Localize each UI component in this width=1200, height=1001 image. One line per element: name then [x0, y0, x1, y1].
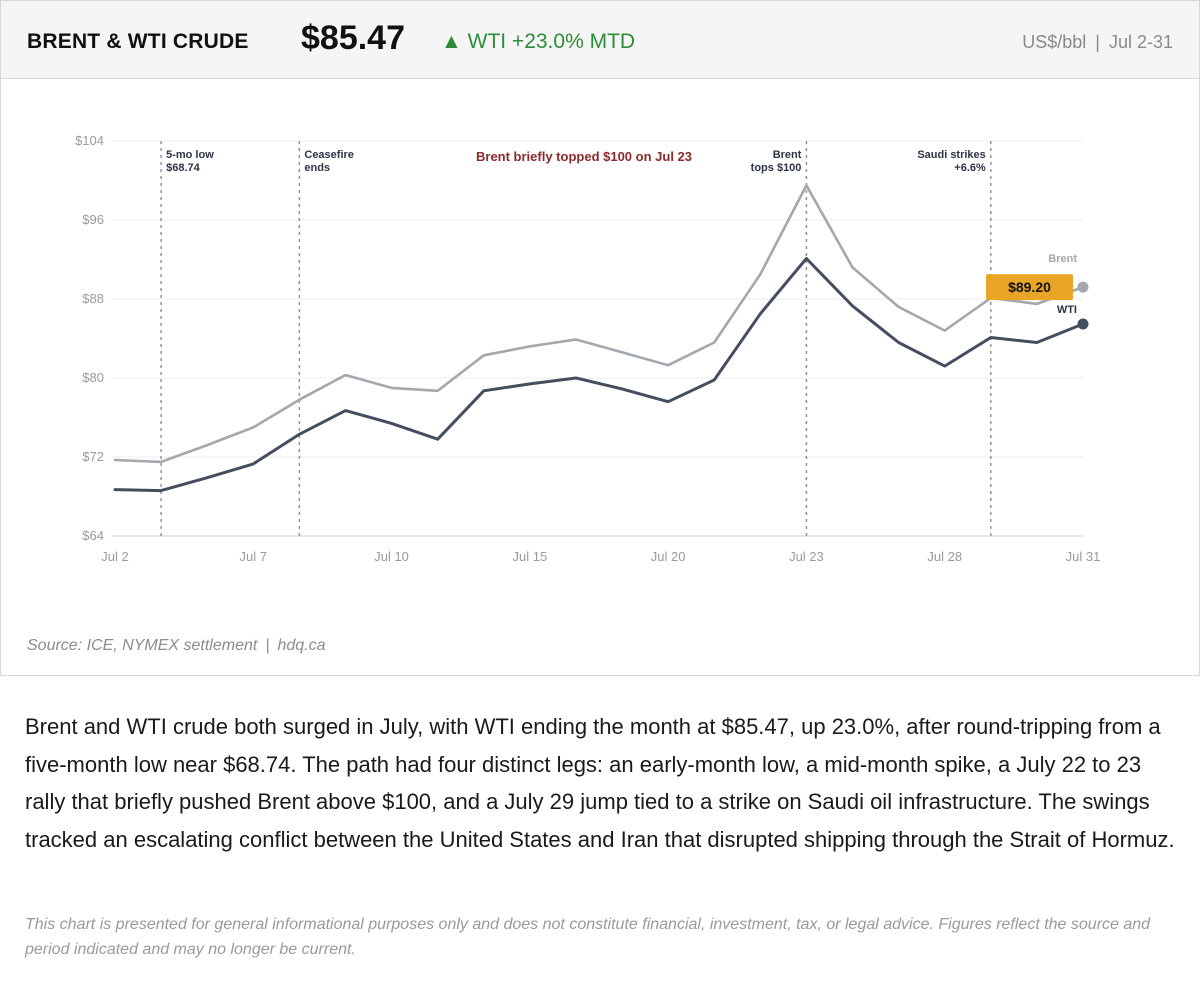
y-tick-label: $96	[82, 212, 104, 227]
disclaimer: This chart is presented for general info…	[25, 916, 1151, 958]
chart-title: BRENT & WTI CRUDE	[27, 30, 249, 53]
line-chart: $104 $96 $88 $80 $72 $64 Jul 2 Jul 7 Jul 10 Jul 1…	[75, 133, 1101, 564]
unit-label: US$/bbl	[1022, 32, 1087, 52]
x-tick-label: Jul 10	[374, 549, 409, 564]
end-label-brent: Brent	[1048, 253, 1077, 265]
y-tick-label: $72	[82, 449, 104, 464]
price-callout-text: $89.20	[1008, 279, 1051, 295]
x-tick-label: Jul 15	[513, 549, 548, 564]
x-tick-label: Jul 7	[240, 549, 267, 564]
event-label: tops $100	[751, 162, 802, 174]
x-tick-label: Jul 2	[101, 549, 128, 564]
meta-separator: |	[1095, 32, 1100, 52]
event-label: 5-mo low	[166, 149, 214, 161]
event-label: +6.6%	[954, 162, 986, 174]
chart-annotation: Brent briefly topped $100 on Jul 23	[476, 149, 692, 164]
period-label: Jul 2-31	[1108, 32, 1173, 52]
chart-source: Source: ICE, NYMEX settlement | hdq.ca	[27, 637, 326, 655]
event-label: $68.74	[166, 162, 201, 174]
price-callout	[986, 274, 1073, 301]
chart-description: Brent and WTI crude both surged in July,…	[25, 714, 1175, 852]
series-line-brent	[113, 184, 1085, 464]
y-tick-label: $88	[82, 291, 104, 306]
y-tick-label: $104	[75, 133, 104, 148]
event-label: Brent	[773, 149, 802, 161]
price-change: ▲ WTI +23.0% MTD	[441, 30, 636, 53]
source-site: hdq.ca	[277, 637, 326, 654]
header-meta: US$/bbl | Jul 2-31	[1022, 32, 1173, 53]
x-tick-label: Jul 28	[927, 549, 962, 564]
event-label: ends	[304, 162, 330, 174]
event-label: Saudi strikes	[917, 149, 985, 161]
y-tick-label: $80	[82, 370, 104, 385]
chart-header: BRENT & WTI CRUDE $85.47 ▲ WTI +23.0% MT…	[1, 1, 1199, 79]
current-price: $85.47	[301, 19, 405, 57]
event-label: Ceasefire	[304, 149, 354, 161]
end-point-wti	[1077, 318, 1089, 330]
source-text: Source: ICE, NYMEX settlement	[27, 637, 258, 654]
series-line-wti	[113, 257, 1085, 493]
x-tick-label: Jul 23	[789, 549, 824, 564]
chart-card: BRENT & WTI CRUDE $85.47 ▲ WTI +23.0% MT…	[0, 0, 1200, 676]
end-point-brent	[1077, 281, 1089, 293]
x-tick-label: Jul 20	[651, 549, 686, 564]
y-tick-label: $64	[82, 528, 104, 543]
x-tick-label: Jul 31	[1066, 549, 1101, 564]
source-separator: |	[265, 637, 270, 654]
end-label-wti: WTI	[1057, 304, 1077, 316]
